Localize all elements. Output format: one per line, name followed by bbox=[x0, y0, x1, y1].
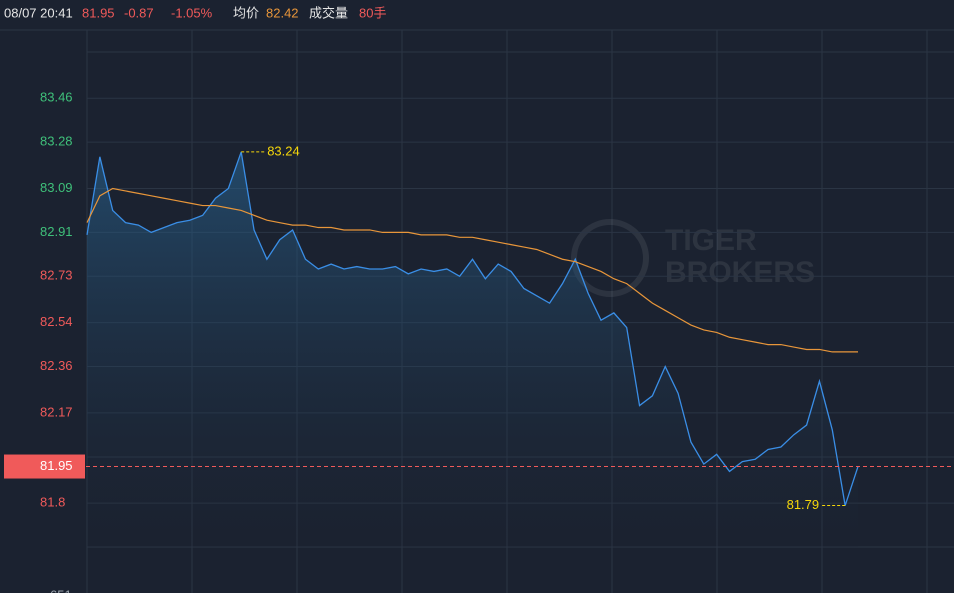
current-price-box bbox=[4, 454, 85, 479]
change-pct: -1.05% bbox=[171, 5, 213, 20]
price-area bbox=[87, 151, 858, 547]
y-tick-label: 82.54 bbox=[40, 314, 73, 329]
y-tick-label: 83.09 bbox=[40, 180, 73, 195]
y-tick-label: 82.73 bbox=[40, 268, 73, 283]
watermark-text: TIGER bbox=[665, 224, 757, 257]
volume-label: 成交量 bbox=[309, 5, 348, 20]
average-line bbox=[86, 187, 858, 353]
watermark: TIGER BROKERS bbox=[571, 219, 815, 297]
change: -0.87 bbox=[124, 5, 154, 20]
time: 08/07 20:41 bbox=[4, 5, 73, 20]
volume-axis-label: 651 bbox=[50, 587, 72, 593]
price-line bbox=[86, 151, 859, 506]
avg-price: 82.42 bbox=[266, 5, 299, 20]
y-tick-label: 83.46 bbox=[40, 90, 73, 105]
current-price-label: 81.95 bbox=[40, 458, 73, 473]
annotation-label: 81.79 bbox=[787, 497, 820, 512]
volume: 80手 bbox=[359, 5, 386, 20]
price: 81.95 bbox=[82, 5, 115, 20]
annotation-label: 83.24 bbox=[267, 143, 300, 158]
avg-label: 均价 bbox=[233, 5, 259, 20]
y-tick-label: 81.8 bbox=[40, 495, 65, 510]
y-tick-label: 82.17 bbox=[40, 404, 73, 419]
y-tick-label: 82.91 bbox=[40, 224, 73, 239]
y-tick-label: 82.36 bbox=[40, 358, 73, 373]
watermark-text: BROKERS bbox=[665, 256, 815, 289]
y-tick-label: 83.28 bbox=[40, 134, 73, 149]
